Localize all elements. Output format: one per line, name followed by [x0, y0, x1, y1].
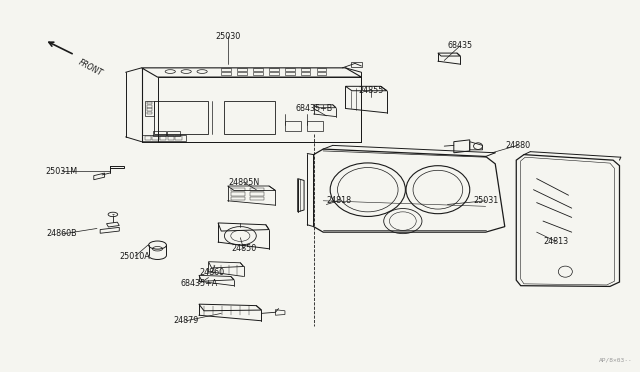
- Bar: [175, 136, 182, 140]
- Text: 24850: 24850: [231, 244, 256, 253]
- Bar: [154, 101, 209, 134]
- Text: 24879: 24879: [173, 316, 199, 325]
- Text: 25010A: 25010A: [120, 251, 150, 261]
- Bar: [301, 72, 310, 75]
- Bar: [250, 197, 264, 200]
- Bar: [147, 109, 152, 111]
- Text: 24855: 24855: [358, 86, 383, 94]
- Bar: [160, 136, 166, 140]
- Bar: [285, 72, 294, 75]
- Bar: [152, 136, 159, 140]
- Bar: [237, 68, 246, 71]
- Bar: [317, 72, 326, 75]
- Text: 68435: 68435: [447, 41, 473, 50]
- Text: 68435+A: 68435+A: [180, 279, 218, 288]
- Bar: [147, 102, 152, 105]
- Bar: [168, 136, 174, 140]
- Text: FRONT: FRONT: [77, 58, 104, 78]
- Text: 24880: 24880: [505, 141, 530, 150]
- Text: 68435+B: 68435+B: [295, 104, 332, 113]
- Bar: [351, 62, 362, 67]
- Bar: [269, 68, 278, 71]
- Bar: [147, 112, 152, 114]
- Bar: [301, 68, 310, 71]
- Text: 24813: 24813: [543, 237, 568, 246]
- Text: 24895N: 24895N: [228, 178, 259, 187]
- Bar: [253, 68, 262, 71]
- Bar: [285, 68, 294, 71]
- Text: 25030: 25030: [215, 32, 240, 41]
- Text: 24818: 24818: [326, 196, 351, 205]
- Bar: [221, 72, 231, 75]
- Bar: [237, 72, 246, 75]
- Bar: [225, 101, 275, 134]
- Bar: [253, 72, 262, 75]
- Text: 24860: 24860: [199, 268, 224, 277]
- Bar: [153, 131, 166, 136]
- Bar: [250, 188, 264, 191]
- Bar: [221, 68, 231, 71]
- Bar: [145, 101, 154, 116]
- Text: 25031: 25031: [473, 196, 499, 205]
- Bar: [147, 105, 152, 108]
- Bar: [231, 188, 245, 191]
- Text: 24860B: 24860B: [47, 230, 77, 238]
- Bar: [307, 121, 323, 131]
- Bar: [269, 72, 278, 75]
- Bar: [317, 68, 326, 71]
- Bar: [141, 135, 186, 141]
- Text: AP/8×03··: AP/8×03··: [598, 357, 632, 362]
- Bar: [167, 131, 180, 136]
- Bar: [250, 192, 264, 196]
- Bar: [285, 121, 301, 131]
- Text: 25031M: 25031M: [46, 167, 78, 176]
- Bar: [231, 197, 245, 200]
- Bar: [145, 136, 151, 140]
- Bar: [231, 192, 245, 196]
